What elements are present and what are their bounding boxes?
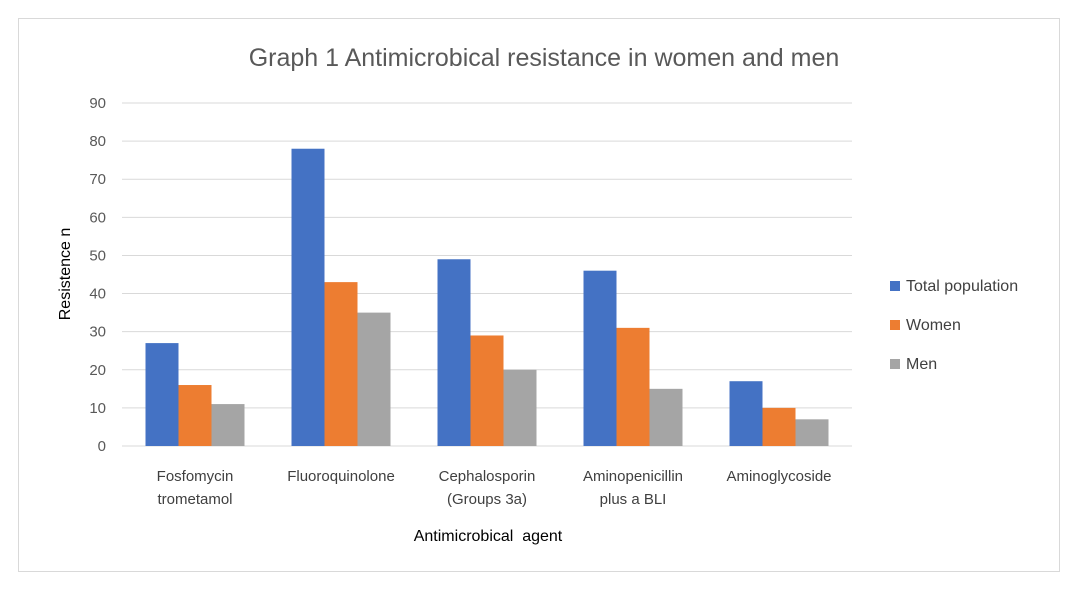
bar-total-population	[145, 343, 179, 446]
bar-men	[357, 312, 391, 446]
x-category-label: (Groups 3a)	[447, 491, 527, 508]
x-category-label: Aminoglycoside	[726, 468, 831, 485]
chart-frame	[18, 18, 1060, 572]
legend-entry: Men	[906, 356, 937, 373]
bar-men	[795, 419, 829, 446]
y-tick-label: 80	[89, 133, 106, 150]
bar-women	[762, 407, 796, 446]
legend-entry: Women	[906, 317, 961, 334]
y-tick-label: 90	[89, 95, 106, 112]
legend: Total population Women Men	[890, 278, 1018, 373]
bar-men	[649, 388, 683, 446]
x-category-label: Fosfomycin	[157, 468, 234, 485]
bar-women	[324, 282, 358, 446]
bar-total-population	[729, 381, 763, 446]
bar-total-population	[291, 148, 325, 446]
y-tick-label: 10	[89, 400, 106, 417]
bar-men	[211, 404, 245, 446]
x-axis-categories: Fosfomycin trometamol Fluoroquinolone Cepha…	[157, 468, 832, 508]
y-tick-label: 0	[98, 438, 106, 455]
y-tick-label: 30	[89, 324, 106, 341]
x-category-label: Fluoroquinolone	[287, 468, 395, 485]
bar-women	[470, 335, 504, 446]
bar-women	[178, 385, 212, 446]
bar-total-population	[437, 259, 471, 446]
bars	[145, 148, 829, 446]
legend-entry: Total population	[906, 278, 1018, 295]
x-category-label: plus a BLI	[600, 491, 667, 508]
chart-title: Graph 1 Antimicrobical resistance in wom…	[249, 44, 840, 72]
x-category-label: Aminopenicillin	[583, 468, 683, 485]
bar-women	[616, 327, 650, 446]
y-tick-label: 20	[89, 362, 106, 379]
y-tick-label: 70	[89, 171, 106, 188]
x-axis-label: Antimicrobical agent	[414, 528, 563, 545]
legend-swatch	[890, 320, 900, 330]
y-axis-ticks: 0 10 20 30 40 50 60 70 80 90	[89, 95, 106, 455]
bar-total-population	[583, 270, 617, 446]
legend-swatch	[890, 281, 900, 291]
x-category-label: trometamol	[157, 491, 232, 508]
bar-men	[503, 369, 537, 446]
y-axis-label: Resistence n	[57, 228, 74, 321]
x-category-label: Cephalosporin	[439, 468, 536, 485]
y-tick-label: 50	[89, 247, 106, 264]
legend-swatch	[890, 359, 900, 369]
y-tick-label: 60	[89, 209, 106, 226]
y-tick-label: 40	[89, 286, 106, 303]
